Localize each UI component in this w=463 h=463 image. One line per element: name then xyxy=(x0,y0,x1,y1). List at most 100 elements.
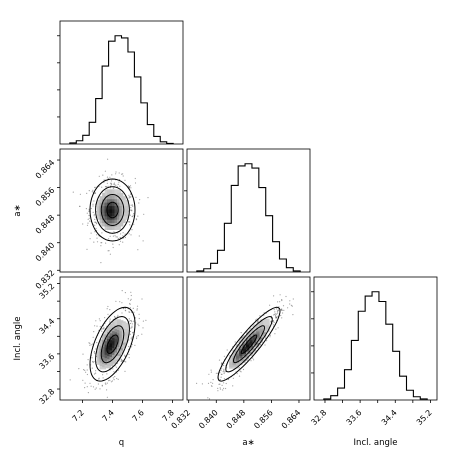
sample-point xyxy=(109,176,111,178)
contour-2 xyxy=(100,193,125,227)
sample-point xyxy=(82,223,84,225)
sample-point xyxy=(132,307,134,309)
sample-point xyxy=(79,205,81,207)
sample-point xyxy=(131,338,133,340)
density-cell xyxy=(121,206,129,213)
sample-point xyxy=(86,386,88,388)
sample-point xyxy=(82,379,84,381)
sample-point xyxy=(112,368,114,370)
sample-point xyxy=(133,320,135,322)
sample-point xyxy=(130,291,132,293)
sample-point xyxy=(132,214,134,216)
sample-point xyxy=(289,300,291,302)
sample-point xyxy=(128,339,130,341)
density-cell xyxy=(232,349,239,357)
sample-point xyxy=(255,319,257,321)
sample-point xyxy=(104,170,106,172)
density-cell xyxy=(252,324,260,331)
sample-point xyxy=(281,309,283,311)
sample-point xyxy=(118,172,120,174)
sample-point xyxy=(114,235,116,237)
sample-point xyxy=(111,380,113,382)
sample-point xyxy=(121,173,123,175)
sample-point xyxy=(282,305,285,307)
panel-hist-a xyxy=(186,148,311,273)
sample-point xyxy=(100,245,102,247)
y-tick-label-i: 32.8 xyxy=(37,387,56,406)
sample-point xyxy=(89,344,91,346)
sample-point xyxy=(130,234,132,236)
density-cell xyxy=(121,322,129,329)
sample-point xyxy=(110,184,112,186)
sample-point xyxy=(208,398,211,400)
sample-point xyxy=(108,250,110,252)
sample-point xyxy=(225,387,227,390)
sample-point xyxy=(252,357,254,359)
sample-point xyxy=(117,314,119,316)
sample-point xyxy=(88,214,90,217)
sample-point xyxy=(282,312,284,314)
sample-point xyxy=(239,370,241,372)
sample-point xyxy=(115,184,117,186)
sample-point xyxy=(275,308,277,310)
sample-point xyxy=(128,311,130,313)
sample-point xyxy=(130,294,132,297)
sample-point xyxy=(250,360,252,362)
sample-point xyxy=(117,238,119,240)
sample-point xyxy=(135,196,137,198)
sample-point xyxy=(92,205,94,207)
sample-point xyxy=(274,313,276,315)
sample-point xyxy=(136,337,138,340)
sample-point xyxy=(127,185,129,187)
sample-point xyxy=(94,388,96,390)
contour-3 xyxy=(95,186,130,234)
sample-point xyxy=(104,186,107,188)
sample-point xyxy=(234,341,236,343)
density-cell xyxy=(121,325,129,333)
sample-point xyxy=(95,348,97,350)
sample-point xyxy=(131,325,133,327)
sample-point xyxy=(223,364,225,366)
contour-1 xyxy=(106,201,119,219)
sample-point xyxy=(95,320,97,322)
sample-point xyxy=(218,383,220,385)
sample-point xyxy=(101,242,103,244)
sample-point xyxy=(91,357,93,359)
joint-panel-q-i xyxy=(69,290,147,398)
sample-point xyxy=(137,249,139,251)
sample-point xyxy=(114,184,116,186)
sample-point xyxy=(95,227,97,230)
sample-point xyxy=(133,311,135,313)
y-tick-label-a: 0.856 xyxy=(34,186,57,209)
sample-point xyxy=(124,354,126,356)
x-tick-label-a: 0.832 xyxy=(170,408,193,431)
x-tick-label-i: 35.2 xyxy=(415,408,434,427)
density-cell xyxy=(119,216,126,224)
sample-point xyxy=(94,325,96,327)
sample-point xyxy=(101,186,103,188)
y-axis-label-a: a∗ xyxy=(13,204,23,216)
sample-point xyxy=(136,309,138,311)
density-cell xyxy=(263,318,270,326)
sample-point xyxy=(90,385,92,387)
sample-point xyxy=(223,378,225,380)
sample-point xyxy=(291,305,293,307)
x-axis-label-q: q xyxy=(119,438,124,448)
sample-point xyxy=(86,369,88,371)
sample-point xyxy=(86,373,88,376)
sample-point xyxy=(99,325,101,328)
sample-point xyxy=(215,372,217,374)
sample-point xyxy=(272,324,274,326)
sample-point xyxy=(101,330,103,332)
sample-point xyxy=(278,306,280,308)
panel-hist-q xyxy=(59,20,184,145)
sample-point xyxy=(219,379,222,381)
sample-point xyxy=(128,353,130,355)
sample-point xyxy=(109,320,111,322)
sample-point xyxy=(136,336,138,338)
sample-point xyxy=(289,303,291,305)
density-cell xyxy=(256,322,263,329)
sample-point xyxy=(125,361,127,363)
sample-point xyxy=(212,382,214,384)
density-cell xyxy=(246,331,253,339)
